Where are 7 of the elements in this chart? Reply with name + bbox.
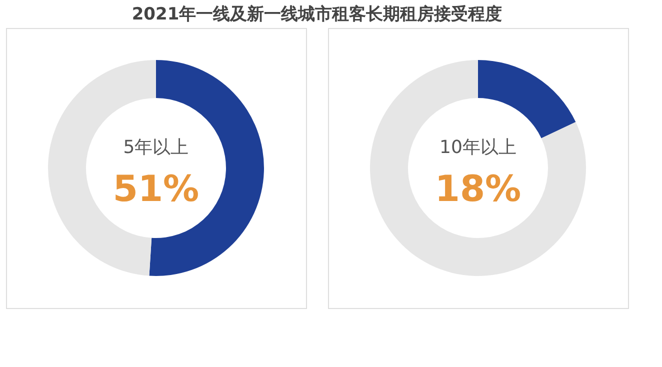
donut-slice: [370, 60, 586, 276]
data-label: 18%: [434, 169, 522, 210]
text: 2021年一线及新一线城市租客长期租房接受程度: [132, 4, 502, 24]
slice-label: 10年以上: [440, 137, 516, 158]
slice-label: 5年以上: [123, 137, 189, 158]
donut-slice: [478, 60, 576, 138]
data-label: 51%: [112, 169, 200, 210]
